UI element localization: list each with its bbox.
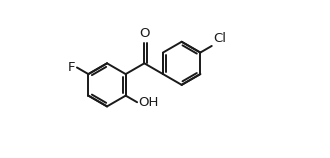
- Text: Cl: Cl: [213, 32, 226, 45]
- Text: OH: OH: [138, 96, 159, 109]
- Text: O: O: [139, 27, 149, 40]
- Text: F: F: [68, 61, 76, 74]
